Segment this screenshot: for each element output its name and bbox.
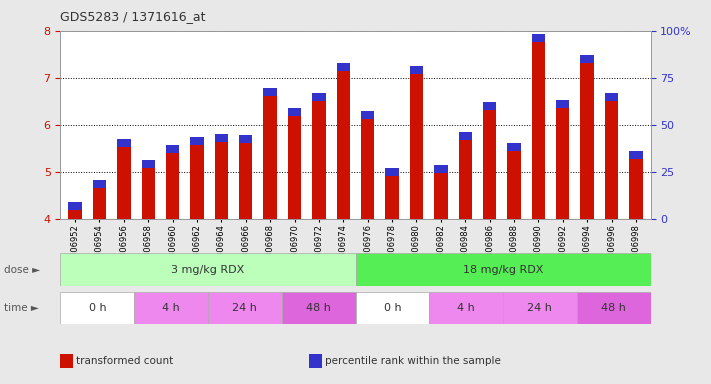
Bar: [60, 292, 134, 324]
Bar: [356, 292, 429, 324]
Text: 18 mg/kg RDX: 18 mg/kg RDX: [463, 265, 543, 275]
Bar: [577, 292, 651, 324]
Text: 4 h: 4 h: [162, 303, 180, 313]
Text: time ►: time ►: [4, 303, 38, 313]
Bar: [410, 66, 423, 74]
Text: 24 h: 24 h: [528, 303, 552, 313]
Bar: [191, 137, 203, 144]
Bar: [117, 139, 131, 147]
Bar: [429, 292, 503, 324]
Bar: [215, 134, 228, 219]
Bar: [503, 292, 577, 324]
Bar: [166, 144, 179, 219]
Text: 48 h: 48 h: [306, 303, 331, 313]
Bar: [508, 143, 520, 151]
Bar: [117, 139, 131, 219]
Bar: [264, 88, 277, 96]
Bar: [580, 55, 594, 219]
Bar: [92, 180, 106, 188]
Bar: [580, 55, 594, 63]
Text: 4 h: 4 h: [457, 303, 475, 313]
Bar: [361, 111, 375, 219]
Bar: [215, 134, 228, 142]
Bar: [434, 165, 447, 173]
Text: dose ►: dose ►: [4, 265, 40, 275]
Bar: [68, 202, 82, 210]
Text: 0 h: 0 h: [383, 303, 401, 313]
Bar: [288, 108, 301, 116]
Text: 0 h: 0 h: [88, 303, 106, 313]
Bar: [312, 93, 326, 219]
Bar: [239, 135, 252, 143]
Bar: [483, 102, 496, 110]
Text: percentile rank within the sample: percentile rank within the sample: [325, 356, 501, 366]
Bar: [385, 168, 399, 176]
Bar: [282, 292, 356, 324]
Bar: [288, 108, 301, 219]
Bar: [141, 160, 155, 219]
Bar: [264, 88, 277, 219]
Bar: [312, 93, 326, 101]
Bar: [459, 132, 472, 140]
Bar: [60, 253, 356, 286]
Bar: [385, 168, 399, 219]
Bar: [605, 93, 619, 219]
Bar: [68, 202, 82, 219]
Bar: [336, 63, 350, 71]
Bar: [134, 292, 208, 324]
Text: GDS5283 / 1371616_at: GDS5283 / 1371616_at: [60, 10, 206, 23]
Bar: [191, 137, 203, 219]
Bar: [239, 135, 252, 219]
Bar: [483, 102, 496, 219]
Bar: [356, 253, 651, 286]
Text: transformed count: transformed count: [76, 356, 173, 366]
Bar: [92, 180, 106, 219]
Bar: [141, 160, 155, 168]
Text: 3 mg/kg RDX: 3 mg/kg RDX: [171, 265, 245, 275]
Text: 24 h: 24 h: [232, 303, 257, 313]
Bar: [605, 93, 619, 101]
Bar: [556, 100, 570, 108]
Bar: [208, 292, 282, 324]
Bar: [166, 144, 179, 152]
Bar: [556, 100, 570, 219]
Bar: [434, 165, 447, 219]
Bar: [532, 35, 545, 43]
Bar: [629, 151, 643, 159]
Bar: [361, 111, 375, 119]
Bar: [336, 63, 350, 219]
Bar: [508, 143, 520, 219]
Bar: [629, 151, 643, 219]
Bar: [532, 35, 545, 219]
Text: 48 h: 48 h: [602, 303, 626, 313]
Bar: [459, 132, 472, 219]
Bar: [410, 66, 423, 219]
